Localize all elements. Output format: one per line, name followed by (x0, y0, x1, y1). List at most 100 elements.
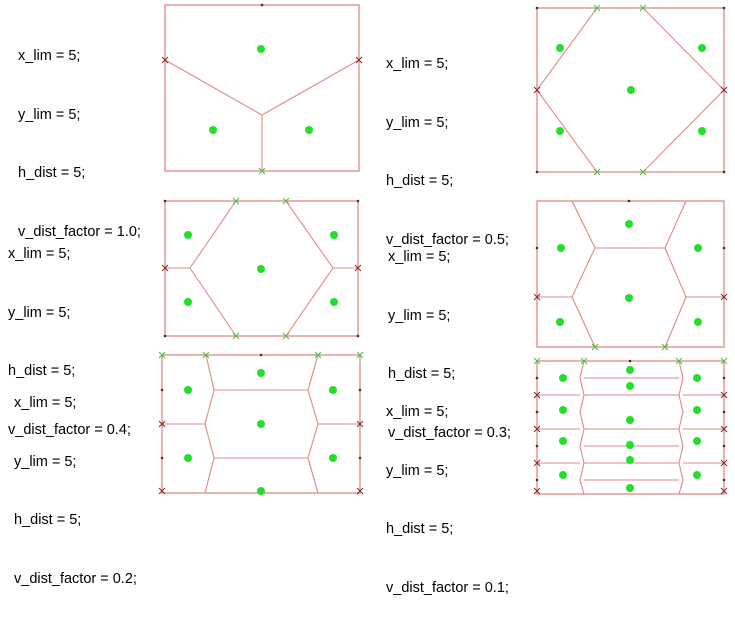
voronoi-edge (571, 200, 687, 249)
boundary-dot (722, 170, 726, 174)
param-v-dist-factor: v_dist_factor = 0.5; (386, 231, 509, 248)
site-point (698, 44, 706, 52)
param-h-dist: h_dist = 5; (386, 521, 454, 537)
param-x-lim: x_lim = 5; (14, 395, 77, 411)
vertex-marker (675, 357, 683, 365)
voronoi-diagram (533, 357, 728, 495)
vertex-marker (639, 4, 647, 12)
boundary-dot (160, 456, 164, 460)
voronoi-edge (307, 389, 319, 494)
param-y-lim: y_lim = 5; (8, 304, 71, 321)
site-point (257, 369, 265, 377)
vertex-marker (355, 56, 363, 64)
boundary-dot (722, 6, 726, 10)
parameter-list: x_lim = 5; y_lim = 5; h_dist = 5; v_dist… (8, 206, 131, 479)
boundary-dot (722, 410, 726, 414)
site-point (625, 220, 633, 228)
boundary-dot (722, 376, 726, 380)
boundary-dot (535, 246, 539, 250)
site-point (627, 86, 635, 94)
site-point (305, 126, 313, 134)
vertex-marker (161, 264, 169, 272)
vertex-marker (720, 487, 728, 495)
vertex-marker (258, 167, 266, 175)
parameter-list: x_lim = 5; y_lim = 5; h_dist = 5; v_dist… (388, 209, 511, 482)
vertex-marker (720, 357, 728, 365)
boundary-dot (722, 246, 726, 250)
vertex-marker (533, 293, 541, 301)
boundary-dot (356, 334, 360, 338)
vertex-marker (533, 357, 541, 365)
voronoi-edge (204, 389, 215, 494)
vertex-marker (533, 459, 541, 467)
param-x-lim: x_lim = 5; (8, 246, 71, 262)
voronoi-diagram (161, 197, 362, 340)
vertex-marker (533, 86, 541, 94)
vertex-marker (533, 487, 541, 495)
vertex-marker (158, 420, 166, 428)
voronoi-edge (205, 354, 319, 391)
site-point (698, 127, 706, 135)
param-x-lim: x_lim = 5; (386, 404, 449, 420)
site-point (556, 318, 564, 326)
vertex-marker (580, 357, 588, 365)
site-points (559, 366, 701, 492)
param-h-dist: h_dist = 5; (8, 363, 76, 379)
boundary-dot (260, 3, 264, 7)
param-v-dist-factor: v_dist_factor = 0.2; (14, 570, 137, 587)
boundary-dot (535, 6, 539, 10)
vertex-marker (533, 425, 541, 433)
param-h-dist: h_dist = 5; (18, 165, 86, 181)
site-point (330, 231, 338, 239)
vertex-marker (356, 351, 364, 359)
site-point (184, 298, 192, 306)
param-h-dist: h_dist = 5; (388, 366, 456, 382)
vertex-marker (593, 168, 601, 176)
boundary-dot (722, 444, 726, 448)
param-y-lim: y_lim = 5; (386, 462, 449, 479)
site-point (184, 231, 192, 239)
vertex-marker (232, 197, 240, 205)
boundary-dot (356, 199, 360, 203)
vertex-marker (639, 168, 647, 176)
vertex-marker (720, 425, 728, 433)
parameter-list: x_lim = 5; y_lim = 5; h_dist = 5; v_dist… (18, 8, 141, 281)
vertex-marker (356, 487, 364, 495)
boundary-dot (259, 353, 263, 357)
param-x-lim: x_lim = 5; (386, 56, 449, 72)
boundary-dot (358, 388, 362, 392)
site-point (257, 487, 265, 495)
vertex-marker (591, 343, 599, 351)
boundary-dot (163, 334, 167, 338)
voronoi-edges (537, 360, 724, 495)
vertex-marker (232, 332, 240, 340)
boundary-dot (535, 478, 539, 482)
site-point (556, 127, 564, 135)
vertex-marker (593, 4, 601, 12)
vertex-marker (314, 351, 322, 359)
param-y-lim: y_lim = 5; (18, 106, 81, 123)
param-v-dist-factor: v_dist_factor = 1.0; (18, 223, 141, 240)
boundary-dot (535, 170, 539, 174)
boundary-dot (163, 199, 167, 203)
vertex-marker (720, 459, 728, 467)
site-point (329, 454, 337, 462)
site-point (694, 318, 702, 326)
vertex-marker (356, 420, 364, 428)
boundary-dot (628, 359, 632, 363)
site-point (330, 298, 338, 306)
site-point (184, 386, 192, 394)
site-point (184, 454, 192, 462)
param-x-lim: x_lim = 5; (18, 48, 81, 64)
boundary-dot (535, 376, 539, 380)
site-point (625, 294, 633, 302)
site-point (257, 265, 265, 273)
boundary-dot (160, 388, 164, 392)
vertex-marker (720, 86, 728, 94)
diagram-border (536, 200, 725, 348)
boundary-dot (535, 410, 539, 414)
param-v-dist-factor: v_dist_factor = 0.3; (388, 424, 511, 441)
boundary-dot (627, 199, 631, 203)
site-point (557, 244, 565, 252)
vertex-marker (282, 197, 290, 205)
